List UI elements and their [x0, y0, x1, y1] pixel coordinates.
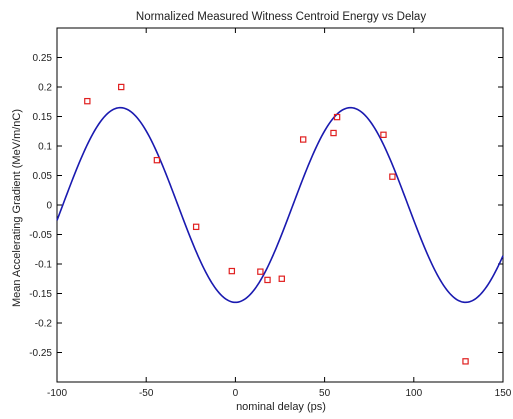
- y-tick-label: 0.05: [33, 171, 53, 182]
- y-tick-label: 0: [46, 201, 52, 212]
- y-tick-label: -0.25: [29, 348, 52, 359]
- data-point: [333, 113, 341, 121]
- data-point: [118, 83, 125, 91]
- plot-frame: [56, 27, 504, 383]
- data-point: [257, 268, 264, 275]
- y-tick-label: 0.1: [38, 142, 52, 153]
- data-point: [264, 276, 271, 284]
- x-tick-label: 0: [233, 388, 239, 399]
- y-tick-label: -0.15: [29, 289, 52, 300]
- plot-area: -100 -50 0 50 100 150 -0.25 -0.2 -0.15 -0.1 -0.05 0…: [29, 27, 512, 399]
- y-axis-label: Mean Accelerating Gradient (MeV/m/nC): [11, 109, 23, 307]
- data-point: [84, 97, 91, 105]
- y-tick-label: -0.2: [35, 319, 53, 330]
- data-point: [228, 267, 236, 275]
- data-point: [192, 223, 200, 231]
- x-tick-label: 100: [405, 388, 422, 399]
- data-point: [389, 173, 396, 180]
- x-tick-label: -50: [139, 388, 154, 399]
- y-tick-label: -0.1: [35, 260, 53, 271]
- data-point: [299, 136, 307, 143]
- data-point: [462, 358, 469, 365]
- y-tick-label: 0.25: [33, 53, 53, 64]
- y-tick-label: 0.15: [33, 112, 53, 123]
- data-point: [330, 129, 337, 137]
- y-tick-label: -0.05: [29, 230, 52, 241]
- chart-title: Normalized Measured Witness Centroid Ene…: [136, 11, 426, 23]
- data-point: [380, 131, 387, 138]
- x-axis-label: nominal delay (ps): [236, 401, 326, 413]
- fit-curve: [56, 106, 504, 304]
- data-point: [278, 275, 285, 282]
- data-point: [153, 156, 161, 164]
- x-tick-label: 50: [319, 388, 331, 399]
- x-tick-label: 150: [495, 388, 512, 399]
- x-tick-label: -100: [47, 388, 67, 399]
- y-tick-label: 0.2: [38, 83, 52, 94]
